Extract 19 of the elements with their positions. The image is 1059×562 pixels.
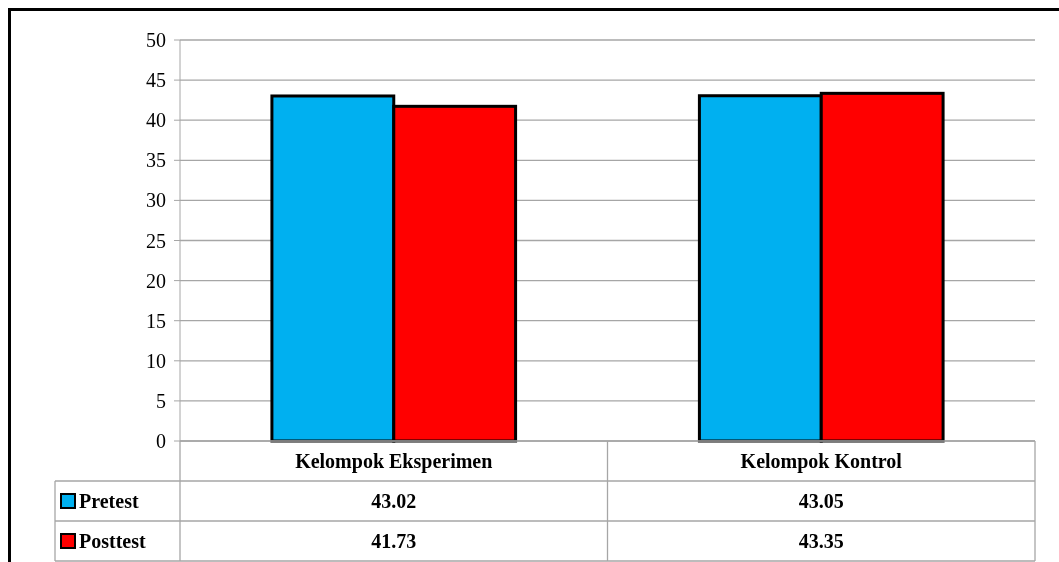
legend-label: Posttest bbox=[79, 530, 146, 552]
x-tick-label: Kelompok Eksperimen bbox=[295, 450, 493, 473]
y-tick-label: 25 bbox=[146, 229, 166, 252]
data-label: 43.05 bbox=[798, 490, 844, 512]
y-tick-label: 35 bbox=[146, 149, 166, 172]
y-tick-label: 5 bbox=[156, 389, 166, 412]
y-tick-label: 30 bbox=[146, 189, 166, 212]
y-tick-label: 20 bbox=[146, 269, 166, 292]
data-label: 43.35 bbox=[798, 530, 844, 552]
data-label: 43.02 bbox=[371, 490, 417, 512]
x-tick-label: Kelompok Kontrol bbox=[740, 450, 903, 473]
y-tick-label: 15 bbox=[146, 309, 166, 332]
y-tick-label: 0 bbox=[156, 430, 166, 452]
y-tick-label: 10 bbox=[146, 349, 166, 372]
legend-label: Pretest bbox=[79, 490, 139, 512]
y-tick-label: 50 bbox=[146, 29, 166, 51]
y-tick-label: 45 bbox=[146, 69, 166, 92]
y-tick-label: 40 bbox=[146, 109, 166, 132]
data-label: 41.73 bbox=[371, 530, 417, 552]
